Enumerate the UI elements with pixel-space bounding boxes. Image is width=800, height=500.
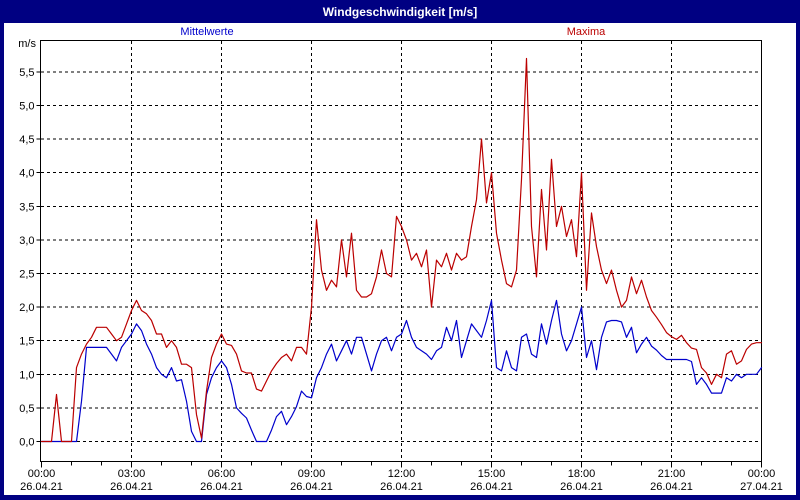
title-bar: Windgeschwindigkeit [m/s] bbox=[0, 0, 800, 23]
legend-maxima-label: Maxima bbox=[566, 26, 606, 38]
svg-text:27.04.21: 27.04.21 bbox=[740, 481, 783, 493]
svg-text:4,0: 4,0 bbox=[19, 168, 34, 180]
svg-text:03:00: 03:00 bbox=[118, 468, 146, 480]
svg-text:5,0: 5,0 bbox=[19, 101, 34, 113]
svg-text:1,0: 1,0 bbox=[19, 369, 34, 381]
svg-text:26.04.21: 26.04.21 bbox=[20, 481, 63, 493]
svg-text:26.04.21: 26.04.21 bbox=[650, 481, 693, 493]
svg-text:26.04.21: 26.04.21 bbox=[200, 481, 243, 493]
svg-text:2,5: 2,5 bbox=[19, 269, 34, 281]
svg-text:09:00: 09:00 bbox=[298, 468, 326, 480]
svg-text:06:00: 06:00 bbox=[208, 468, 236, 480]
svg-text:26.04.21: 26.04.21 bbox=[560, 481, 603, 493]
svg-text:26.04.21: 26.04.21 bbox=[290, 481, 333, 493]
svg-text:00:00: 00:00 bbox=[748, 468, 776, 480]
svg-text:18:00: 18:00 bbox=[568, 468, 596, 480]
svg-text:12:00: 12:00 bbox=[388, 468, 416, 480]
svg-text:3,0: 3,0 bbox=[19, 235, 34, 247]
chart-background bbox=[4, 23, 796, 495]
svg-text:26.04.21: 26.04.21 bbox=[380, 481, 423, 493]
svg-text:2,0: 2,0 bbox=[19, 302, 34, 314]
svg-text:0,5: 0,5 bbox=[19, 403, 34, 415]
svg-text:26.04.21: 26.04.21 bbox=[470, 481, 513, 493]
svg-text:3,5: 3,5 bbox=[19, 201, 34, 213]
svg-text:1,5: 1,5 bbox=[19, 336, 34, 348]
window-title: Windgeschwindigkeit [m/s] bbox=[322, 4, 478, 19]
svg-text:21:00: 21:00 bbox=[658, 468, 686, 480]
svg-text:4,5: 4,5 bbox=[19, 134, 34, 146]
svg-text:00:00: 00:00 bbox=[28, 468, 56, 480]
svg-text:26.04.21: 26.04.21 bbox=[110, 481, 153, 493]
svg-text:0,0: 0,0 bbox=[19, 437, 34, 449]
legend-mittelwerte-label: Mittelwerte bbox=[180, 26, 234, 38]
y-axis-unit-label: m/s bbox=[18, 38, 36, 50]
svg-text:5,5: 5,5 bbox=[19, 67, 34, 79]
svg-text:15:00: 15:00 bbox=[478, 468, 506, 480]
